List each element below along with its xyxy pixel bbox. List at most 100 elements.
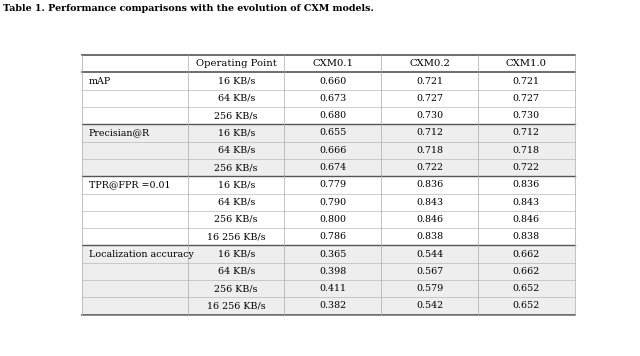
Text: 0.542: 0.542 xyxy=(416,302,443,310)
Text: 16 KB/s: 16 KB/s xyxy=(218,180,255,189)
Bar xyxy=(284,245,381,263)
Text: 0.730: 0.730 xyxy=(513,111,540,120)
Text: 0.680: 0.680 xyxy=(319,111,346,120)
Bar xyxy=(83,124,188,142)
Bar xyxy=(83,72,188,90)
Bar xyxy=(188,280,284,297)
Bar xyxy=(381,142,478,159)
Bar xyxy=(478,90,575,107)
Bar xyxy=(478,211,575,228)
Text: 0.786: 0.786 xyxy=(319,232,346,241)
Bar xyxy=(381,107,478,124)
Bar xyxy=(284,159,381,176)
Bar xyxy=(188,124,284,142)
Text: 16 KB/s: 16 KB/s xyxy=(218,250,255,258)
Bar xyxy=(83,159,188,176)
Text: 16 KB/s: 16 KB/s xyxy=(218,129,255,137)
Bar xyxy=(381,245,478,263)
Bar xyxy=(478,142,575,159)
Text: 0.544: 0.544 xyxy=(416,250,443,258)
Bar xyxy=(188,142,284,159)
Text: 0.674: 0.674 xyxy=(319,163,346,172)
Bar xyxy=(381,211,478,228)
Text: 0.567: 0.567 xyxy=(416,267,444,276)
Text: 0.722: 0.722 xyxy=(513,163,540,172)
Text: 0.579: 0.579 xyxy=(416,284,444,293)
Text: 0.365: 0.365 xyxy=(319,250,346,258)
Text: Operating Point: Operating Point xyxy=(196,59,276,68)
Bar xyxy=(381,90,478,107)
Bar xyxy=(478,159,575,176)
Text: 256 KB/s: 256 KB/s xyxy=(214,163,258,172)
Text: 0.790: 0.790 xyxy=(319,198,346,206)
Text: 0.730: 0.730 xyxy=(416,111,443,120)
Bar xyxy=(284,263,381,280)
Bar xyxy=(478,107,575,124)
Bar xyxy=(188,107,284,124)
Bar xyxy=(478,263,575,280)
Bar xyxy=(478,194,575,211)
Text: 0.652: 0.652 xyxy=(513,284,540,293)
Text: 0.382: 0.382 xyxy=(319,302,346,310)
Text: 64 KB/s: 64 KB/s xyxy=(218,94,255,103)
Bar xyxy=(381,176,478,194)
Text: CXM1.0: CXM1.0 xyxy=(506,59,547,68)
Bar xyxy=(478,228,575,245)
Bar xyxy=(83,297,188,315)
Bar xyxy=(188,297,284,315)
Text: 0.846: 0.846 xyxy=(416,215,443,224)
Text: 0.838: 0.838 xyxy=(416,232,443,241)
Text: 0.836: 0.836 xyxy=(416,180,444,189)
Bar xyxy=(188,211,284,228)
Text: 256 KB/s: 256 KB/s xyxy=(214,111,258,120)
Text: 0.662: 0.662 xyxy=(513,250,540,258)
Bar xyxy=(83,55,188,72)
Text: 64 KB/s: 64 KB/s xyxy=(218,198,255,206)
Bar xyxy=(478,245,575,263)
Text: 256 KB/s: 256 KB/s xyxy=(214,215,258,224)
Bar xyxy=(284,228,381,245)
Text: 16 256 KB/s: 16 256 KB/s xyxy=(207,232,266,241)
Bar xyxy=(284,211,381,228)
Text: Precisian@R: Precisian@R xyxy=(89,129,150,137)
Bar xyxy=(284,297,381,315)
Bar xyxy=(284,55,381,72)
Bar xyxy=(478,72,575,90)
Bar xyxy=(83,263,188,280)
Bar xyxy=(83,245,188,263)
Bar xyxy=(188,245,284,263)
Text: 0.836: 0.836 xyxy=(513,180,540,189)
Bar xyxy=(381,72,478,90)
Bar xyxy=(284,107,381,124)
Text: Table 1. Performance comparisons with the evolution of CXM models.: Table 1. Performance comparisons with th… xyxy=(3,4,374,13)
Bar xyxy=(284,280,381,297)
Bar xyxy=(381,194,478,211)
Text: 0.727: 0.727 xyxy=(513,94,540,103)
Text: 64 KB/s: 64 KB/s xyxy=(218,267,255,276)
Text: 0.846: 0.846 xyxy=(513,215,540,224)
Text: 0.411: 0.411 xyxy=(319,284,346,293)
Text: 0.800: 0.800 xyxy=(319,215,346,224)
Bar xyxy=(83,142,188,159)
Bar xyxy=(83,211,188,228)
Bar xyxy=(381,159,478,176)
Bar xyxy=(478,280,575,297)
Text: 0.843: 0.843 xyxy=(416,198,443,206)
Bar xyxy=(284,194,381,211)
Text: 0.398: 0.398 xyxy=(319,267,346,276)
Text: 16 256 KB/s: 16 256 KB/s xyxy=(207,302,266,310)
Text: 0.721: 0.721 xyxy=(416,77,443,85)
Bar xyxy=(188,263,284,280)
Text: 0.838: 0.838 xyxy=(513,232,540,241)
Text: 64 KB/s: 64 KB/s xyxy=(218,146,255,155)
Bar xyxy=(83,194,188,211)
Bar xyxy=(284,72,381,90)
Text: TPR@FPR =0.01: TPR@FPR =0.01 xyxy=(89,180,170,189)
Text: 0.712: 0.712 xyxy=(416,129,443,137)
Bar xyxy=(381,124,478,142)
Text: 0.655: 0.655 xyxy=(319,129,346,137)
Text: 0.652: 0.652 xyxy=(513,302,540,310)
Bar xyxy=(188,194,284,211)
Bar xyxy=(478,124,575,142)
Bar xyxy=(284,124,381,142)
